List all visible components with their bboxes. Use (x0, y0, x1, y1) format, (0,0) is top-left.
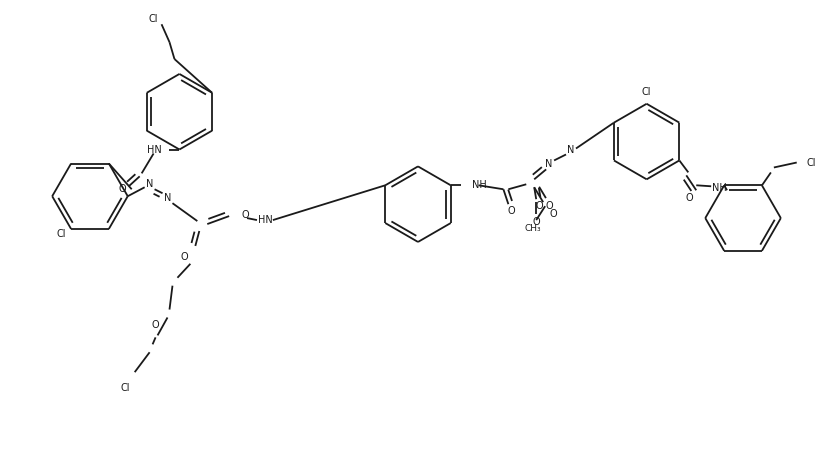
Text: O: O (507, 206, 514, 216)
Text: O: O (181, 252, 188, 262)
Text: Cl: Cl (149, 14, 158, 24)
Text: O: O (151, 321, 159, 330)
Text: O: O (241, 210, 248, 220)
Text: O: O (545, 201, 553, 211)
Text: O: O (548, 209, 556, 219)
Text: Cl: Cl (641, 87, 650, 97)
Text: NH: NH (711, 183, 726, 193)
Text: N: N (567, 145, 574, 156)
Text: O: O (532, 217, 539, 227)
Text: O: O (119, 184, 126, 194)
Text: O: O (685, 193, 692, 203)
Text: N: N (164, 193, 171, 203)
Text: HN: HN (146, 144, 161, 155)
Text: Cl: Cl (56, 229, 66, 239)
Text: Cl: Cl (806, 158, 815, 167)
Text: NH: NH (471, 180, 486, 190)
Text: HN: HN (257, 215, 272, 225)
Text: CH₃: CH₃ (524, 224, 541, 233)
Text: Cl: Cl (120, 383, 130, 393)
Text: N: N (145, 179, 153, 189)
Text: O: O (535, 201, 543, 211)
Text: N: N (545, 159, 552, 170)
